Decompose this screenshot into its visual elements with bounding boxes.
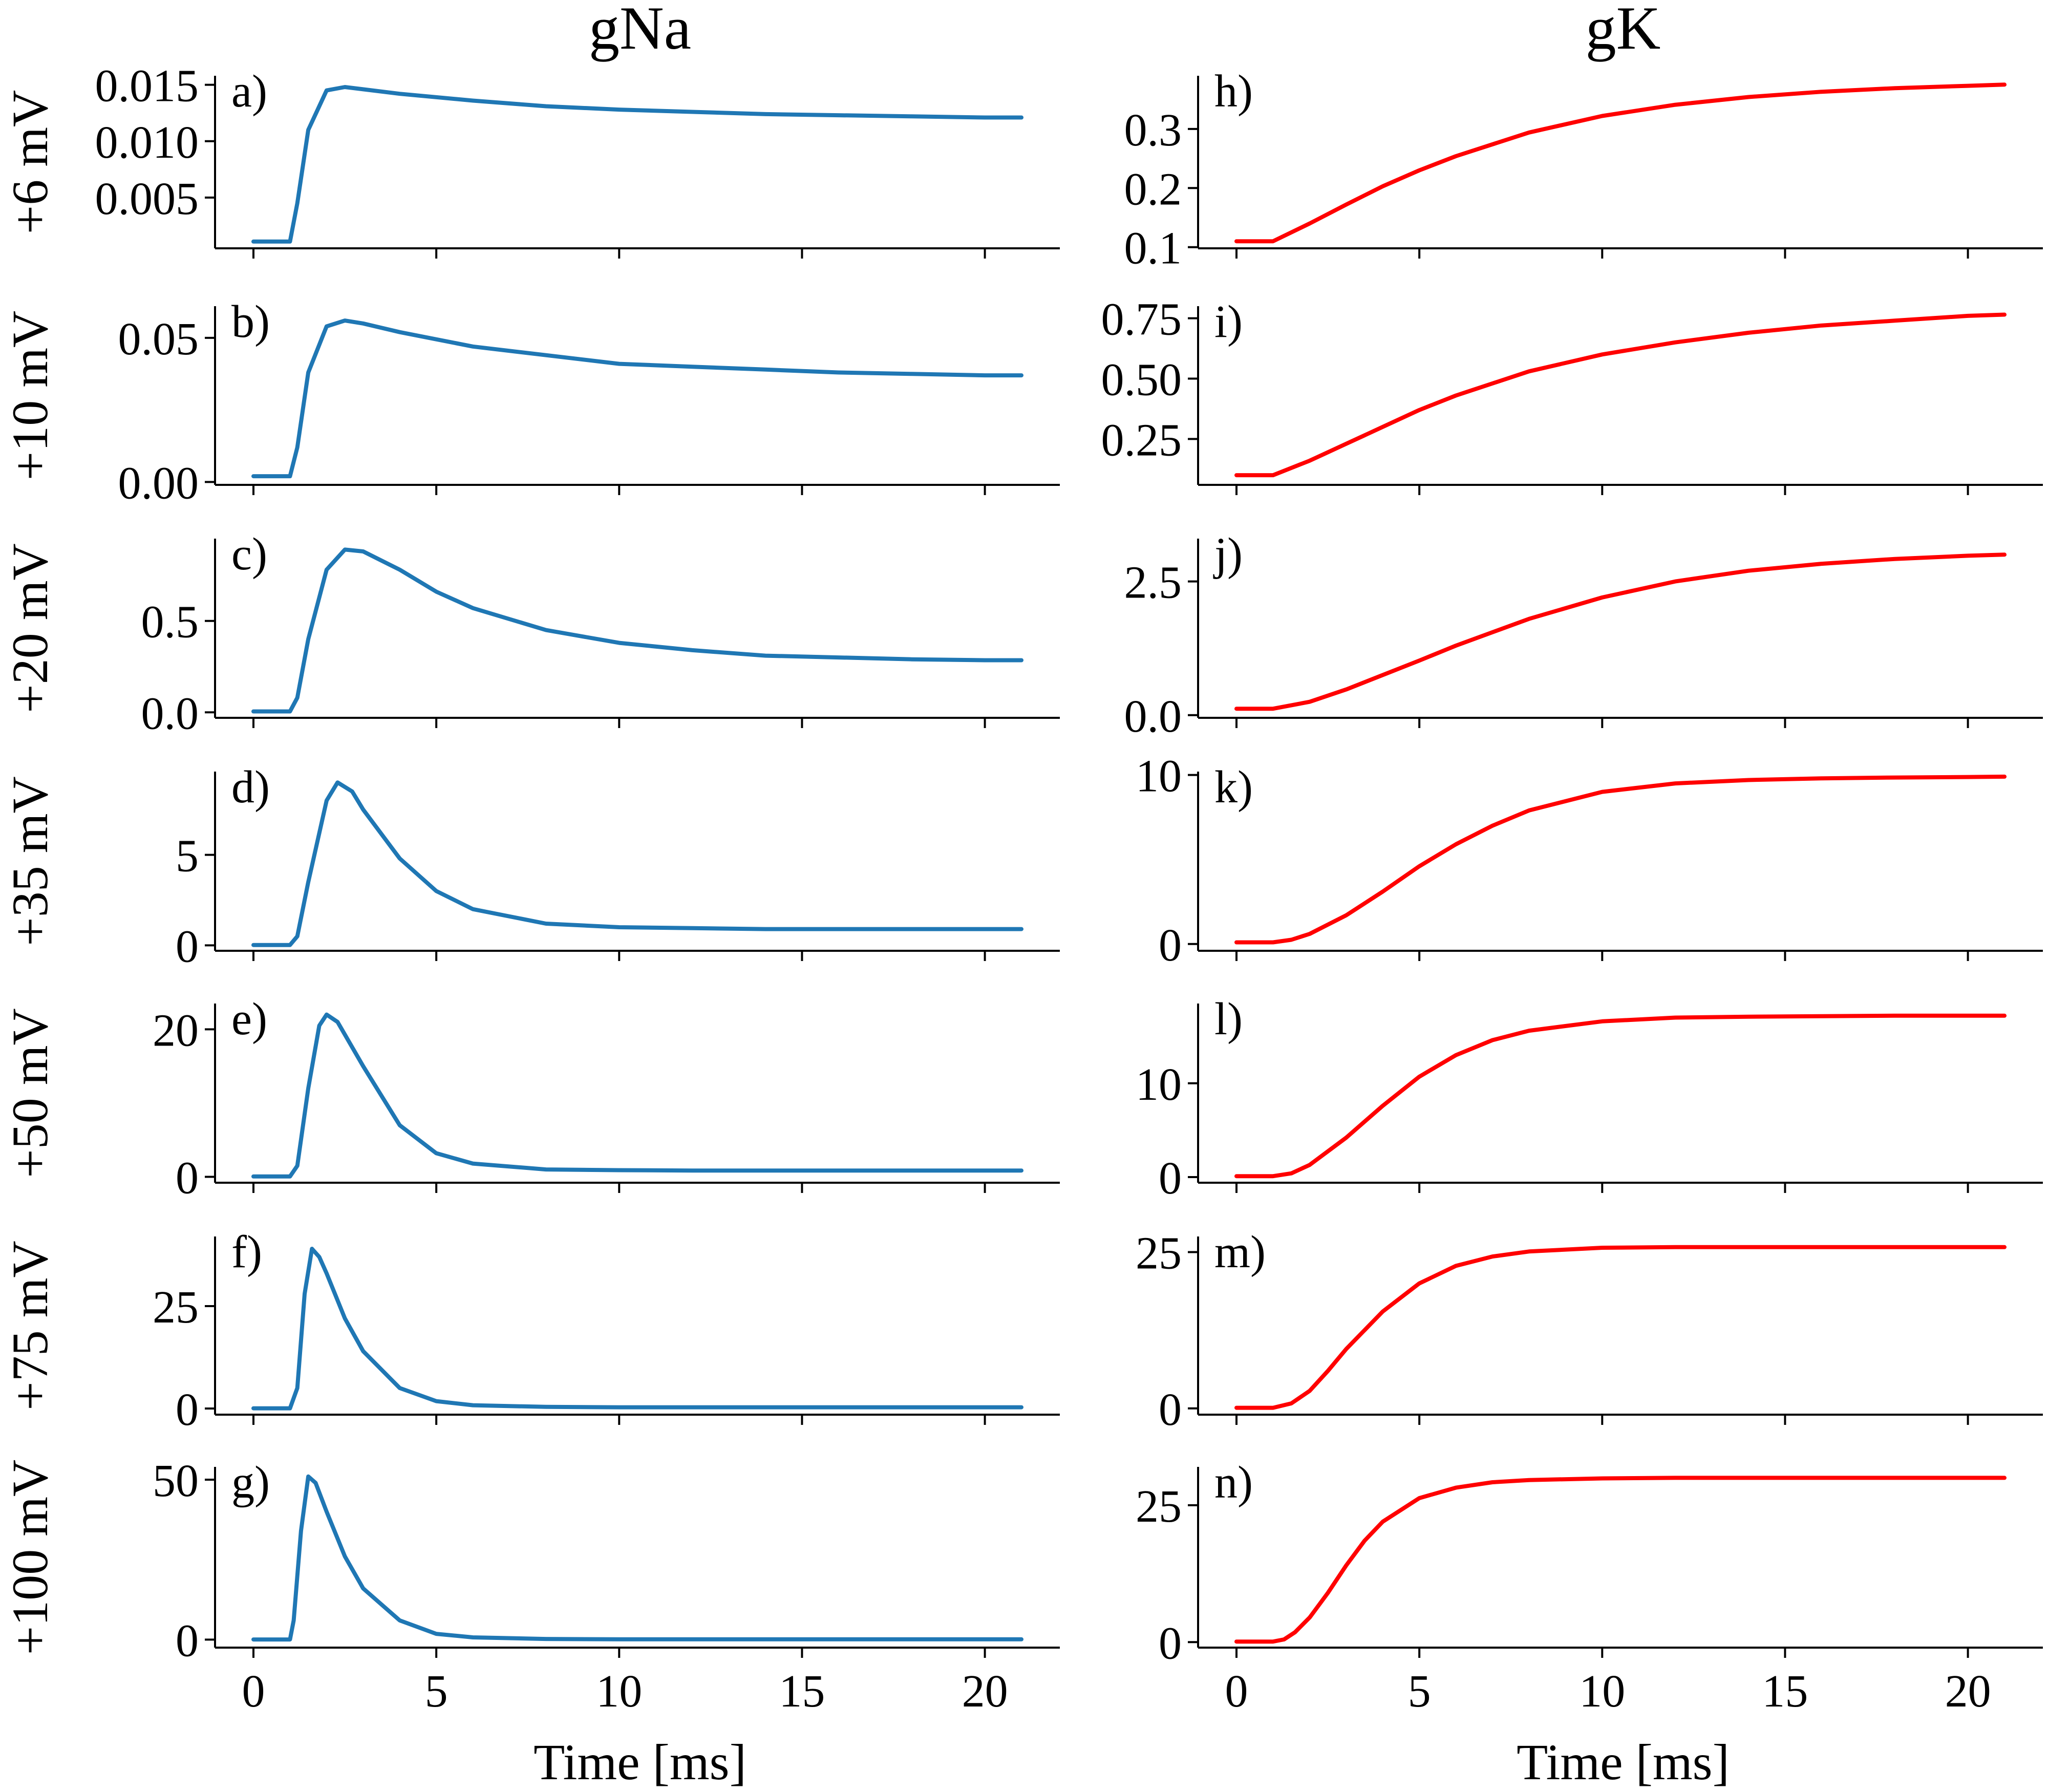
y-tick-label: 0 <box>176 921 199 972</box>
y-tick-label: 0.3 <box>1124 105 1182 156</box>
panel-label: e) <box>231 994 267 1044</box>
y-tick-label: 0.0 <box>1124 691 1182 742</box>
panel-m: 0 25 m) <box>1136 1227 2043 1435</box>
panel-label: m) <box>1214 1227 1266 1277</box>
panel-label: c) <box>231 529 267 580</box>
y-tick-label: 0.25 <box>1101 415 1182 465</box>
panel-j: 0.0 2.5 j) <box>1124 529 2043 742</box>
row-label: +100 mV <box>2 1460 58 1655</box>
x-tick-label: 15 <box>1762 1666 1808 1717</box>
y-tick-label: 0 <box>176 1153 199 1203</box>
y-tick-label: 0.75 <box>1101 294 1182 345</box>
y-tick-label: 0 <box>176 1384 199 1435</box>
x-tick-label: 20 <box>1945 1666 1991 1717</box>
panel-k: 0 10 k) <box>1136 751 2043 971</box>
x-tick-label: 5 <box>425 1666 448 1717</box>
y-tick-label: 25 <box>1136 1228 1182 1279</box>
x-tick-label: 10 <box>596 1666 642 1717</box>
series-line <box>1234 552 2007 711</box>
x-tick-label: 0 <box>1225 1666 1248 1717</box>
series-line <box>251 1247 1023 1411</box>
series-line <box>1234 774 2007 945</box>
series-line <box>1234 1245 2007 1410</box>
y-tick-label: 0.00 <box>118 458 199 508</box>
series-line <box>251 1474 1023 1642</box>
y-tick-label: 0 <box>1159 1618 1182 1669</box>
y-tick-label: 50 <box>153 1456 199 1506</box>
y-tick-label: 0.005 <box>95 174 199 224</box>
panel-label: i) <box>1214 296 1243 347</box>
y-tick-label: 5 <box>176 831 199 882</box>
panel-g: 0 50 0 5 10 15 20 g) +100 mV <box>2 1456 1060 1717</box>
y-tick-label: 10 <box>1136 751 1182 802</box>
x-tick-label: 15 <box>779 1666 825 1717</box>
series-line <box>251 318 1023 479</box>
y-tick-label: 25 <box>153 1282 199 1333</box>
x-axis-label-right: Time [ms] <box>1517 1734 1730 1790</box>
column-title-gna: gNa <box>589 0 691 62</box>
y-tick-label: 0.1 <box>1124 223 1182 274</box>
panel-label: g) <box>231 1457 270 1508</box>
series-line <box>251 1012 1023 1179</box>
y-tick-label: 0 <box>176 1615 199 1666</box>
panel-c: 0.0 0.5 c) +20 mV <box>2 529 1060 739</box>
panel-label: l) <box>1214 994 1243 1044</box>
panel-label: a) <box>231 66 267 117</box>
row-label: +10 mV <box>2 311 58 480</box>
panel-label: n) <box>1214 1457 1253 1508</box>
y-tick-label: 0.50 <box>1101 354 1182 405</box>
x-axis-label-left: Time [ms] <box>534 1734 746 1790</box>
x-tick-label: 0 <box>242 1666 265 1717</box>
panel-label: k) <box>1214 762 1253 813</box>
y-tick-label: 0 <box>1159 920 1182 971</box>
y-tick-label: 20 <box>153 1005 199 1056</box>
row-label: +75 mV <box>2 1241 58 1410</box>
y-tick-label: 0.010 <box>95 117 199 168</box>
series-line <box>1234 82 2007 244</box>
y-tick-label: 0.2 <box>1124 164 1182 215</box>
panel-e: 0 20 e) +50 mV <box>2 994 1060 1203</box>
y-tick-label: 0.015 <box>95 61 199 112</box>
panel-i: 0.25 0.50 0.75 i) <box>1101 294 2043 495</box>
x-tick-label: 10 <box>1579 1666 1625 1717</box>
y-tick-label: 10 <box>1136 1059 1182 1110</box>
panel-label: f) <box>231 1227 262 1277</box>
series-line <box>1234 1013 2007 1179</box>
series-line <box>251 85 1023 244</box>
x-tick-label: 5 <box>1408 1666 1431 1717</box>
panel-label: d) <box>231 762 270 813</box>
y-tick-label: 0 <box>1159 1153 1182 1204</box>
series-line <box>1234 312 2007 478</box>
panel-f: 0 25 f) +75 mV <box>2 1227 1060 1435</box>
series-line <box>1234 1476 2007 1644</box>
panel-label: b) <box>231 296 270 347</box>
column-title-gk: gK <box>1586 0 1661 62</box>
row-label: +20 mV <box>2 543 58 713</box>
y-tick-label: 0.05 <box>118 314 199 365</box>
panel-n: 0 25 0 5 10 15 20 n) <box>1136 1457 2043 1717</box>
row-label: +6 mV <box>2 90 58 234</box>
series-line <box>251 780 1023 947</box>
panel-h: 0.1 0.2 0.3 h) <box>1124 66 2043 274</box>
series-line <box>251 547 1023 714</box>
x-tick-label: 20 <box>962 1666 1008 1717</box>
row-label: +35 mV <box>2 776 58 946</box>
y-tick-label: 0.0 <box>141 688 199 739</box>
row-label: +50 mV <box>2 1008 58 1178</box>
panel-label: j) <box>1213 529 1243 580</box>
y-tick-label: 25 <box>1136 1481 1182 1532</box>
panel-label: h) <box>1214 66 1253 117</box>
panel-d: 0 5 d) +35 mV <box>2 762 1060 972</box>
y-tick-label: 0.5 <box>141 597 199 648</box>
y-tick-label: 2.5 <box>1124 558 1182 608</box>
panel-b: 0.00 0.05 b) +10 mV <box>2 296 1060 508</box>
panel-l: 0 10 l) <box>1136 994 2043 1204</box>
y-tick-label: 0 <box>1159 1384 1182 1435</box>
